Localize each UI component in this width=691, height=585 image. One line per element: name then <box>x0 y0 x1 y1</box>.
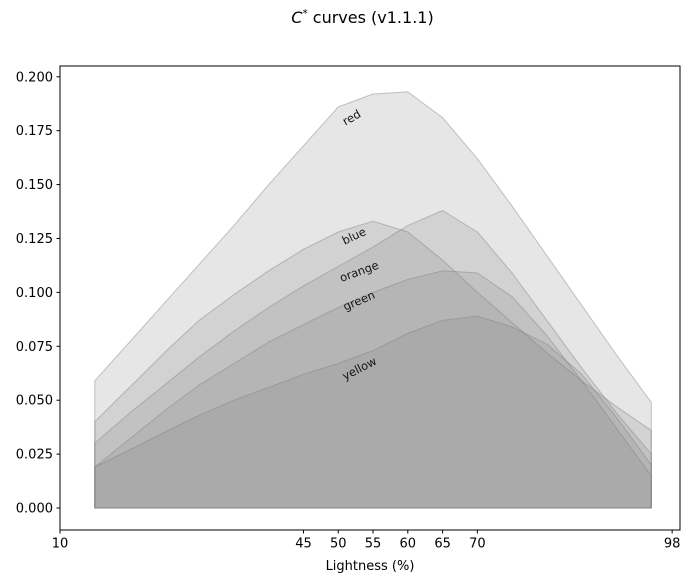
title-superscript: * <box>302 8 308 20</box>
axes-frame <box>59 65 681 531</box>
area-orange <box>94 210 652 509</box>
title-variable: C <box>291 8 303 27</box>
area-red <box>94 91 652 509</box>
y-tick-label: 0.100 <box>16 286 53 301</box>
y-tick-label: 0.200 <box>16 70 53 85</box>
area-green <box>94 270 652 509</box>
y-tick-label: 0.025 <box>16 448 53 463</box>
x-tick-label: 70 <box>469 537 486 552</box>
chart-title: C* curves (v1.1.1) <box>37 8 688 27</box>
x-tick-label: 60 <box>400 537 417 552</box>
x-tick-label: 10 <box>52 537 69 552</box>
x-tick-label: 45 <box>295 537 312 552</box>
y-tick-label: 0.075 <box>16 340 53 355</box>
x-tick-label: 55 <box>365 537 382 552</box>
y-tick-label: 0.150 <box>16 178 53 193</box>
x-tick-label: 98 <box>664 537 681 552</box>
area-yellow <box>94 315 652 509</box>
y-tick-label: 0.175 <box>16 124 53 139</box>
x-tick-label: 50 <box>330 537 347 552</box>
area-blue <box>94 220 652 509</box>
title-text: curves (v1.1.1) <box>307 8 434 27</box>
x-tick-label: 65 <box>434 537 451 552</box>
y-tick-label: 0.000 <box>16 502 53 517</box>
x-axis-label: Lightness (%) <box>326 559 415 574</box>
y-tick-label: 0.050 <box>16 394 53 409</box>
y-tick-label: 0.125 <box>16 232 53 247</box>
